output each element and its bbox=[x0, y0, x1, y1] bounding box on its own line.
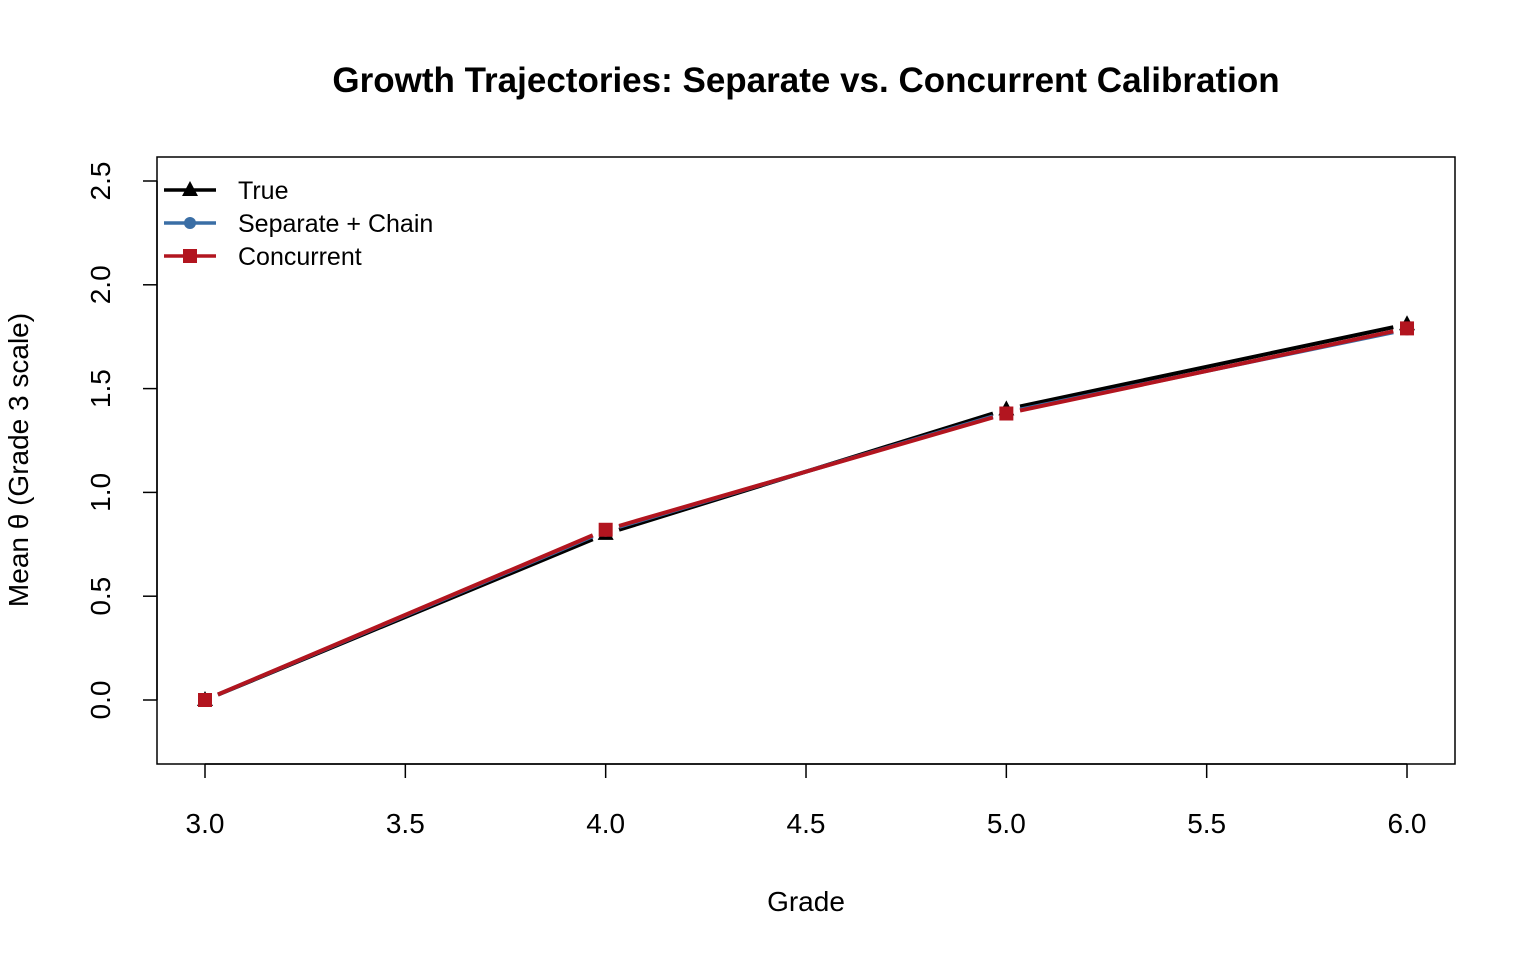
square-marker bbox=[198, 693, 212, 707]
y-tick-label: 1.0 bbox=[85, 473, 116, 512]
legend-item: Separate + Chain bbox=[164, 210, 433, 238]
square-marker bbox=[183, 249, 197, 263]
x-tick-label: 6.0 bbox=[1388, 808, 1427, 839]
series-line-segment bbox=[1019, 325, 1394, 409]
chart-title: Growth Trajectories: Separate vs. Concur… bbox=[332, 61, 1279, 100]
series-line-segment bbox=[217, 533, 594, 697]
legend-label: True bbox=[238, 177, 288, 205]
y-tick-label: 2.5 bbox=[85, 162, 116, 201]
legend: True Separate + Chain Concurrent bbox=[164, 177, 433, 271]
series-separate-chain bbox=[199, 323, 1414, 706]
y-axis: 0.0 0.5 1.0 1.5 2.0 2.5 bbox=[85, 162, 158, 720]
x-tick-label: 3.0 bbox=[186, 808, 225, 839]
legend-label: Separate + Chain bbox=[238, 210, 433, 238]
y-tick-label: 0.0 bbox=[85, 681, 116, 720]
triangle-marker bbox=[182, 181, 198, 196]
legend-item: True bbox=[164, 177, 288, 205]
y-tick-label: 1.5 bbox=[85, 369, 116, 408]
series-concurrent bbox=[198, 321, 1415, 707]
circle-marker bbox=[184, 217, 196, 229]
x-axis-label: Grade bbox=[767, 886, 845, 917]
x-axis: 3.0 3.5 4.0 4.5 5.0 5.5 6.0 bbox=[186, 763, 1427, 839]
series-line-segment bbox=[1019, 329, 1394, 413]
y-tick-label: 2.0 bbox=[85, 265, 116, 304]
y-tick-label: 0.5 bbox=[85, 577, 116, 616]
y-axis-label: Mean θ (Grade 3 scale) bbox=[3, 313, 34, 607]
square-marker bbox=[1400, 321, 1415, 336]
x-tick-label: 5.0 bbox=[987, 808, 1026, 839]
series-line-segment bbox=[618, 415, 994, 528]
legend-label: Concurrent bbox=[238, 243, 362, 271]
x-tick-label: 4.5 bbox=[787, 808, 826, 839]
legend-item: Concurrent bbox=[164, 243, 362, 271]
square-marker bbox=[598, 522, 613, 537]
x-tick-label: 3.5 bbox=[386, 808, 425, 839]
series-true bbox=[197, 315, 1416, 706]
x-tick-label: 5.5 bbox=[1187, 808, 1226, 839]
x-tick-label: 4.0 bbox=[586, 808, 625, 839]
square-marker bbox=[999, 406, 1014, 421]
series-layer bbox=[197, 315, 1416, 707]
